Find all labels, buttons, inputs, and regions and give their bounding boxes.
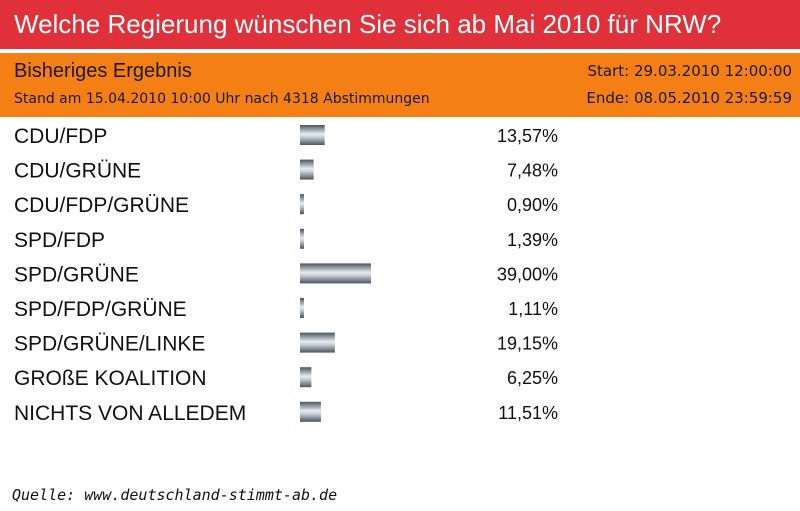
category-label: CDU/GRÜNE — [14, 160, 141, 183]
category-label: SPD/GRÜNE — [14, 263, 139, 286]
result-bar — [300, 401, 321, 422]
category-label: NICHTS VON ALLEDEM — [14, 402, 246, 425]
page-title: Welche Regierung wünschen Sie sich ab Ma… — [0, 0, 800, 49]
results-heading: Bisheriges Ergebnis — [14, 60, 192, 82]
results-header: Bisheriges Ergebnis Stand am 15.04.2010 … — [0, 53, 800, 117]
value-label: 39,00% — [497, 264, 558, 284]
result-bar — [300, 159, 314, 180]
value-label: 7,48% — [507, 161, 558, 181]
poll-start-date: Start: 29.03.2010 12:00:00 — [587, 62, 793, 80]
category-label: CDU/FDP/GRÜNE — [14, 194, 189, 217]
value-label: 19,15% — [497, 334, 558, 354]
result-bar — [300, 367, 312, 388]
value-label: 0,90% — [507, 195, 558, 215]
value-label: 11,51% — [498, 403, 558, 423]
value-label: 13,57% — [497, 126, 558, 146]
results-status: Stand am 15.04.2010 10:00 Uhr nach 4318 … — [14, 91, 430, 107]
results-bar-chart: CDU/FDP 13,57% CDU/GRÜNE 7,48% CDU/FDP/GRÜNE… — [14, 125, 558, 425]
value-label: 6,25% — [507, 368, 558, 388]
category-label: SPD/GRÜNE/LINKE — [14, 333, 205, 356]
value-label: 1,39% — [507, 230, 558, 250]
category-label: CDU/FDP — [14, 125, 107, 148]
result-bar — [300, 194, 304, 215]
category-label: SPD/FDP/GRÜNE — [14, 298, 187, 321]
value-label: 1,11% — [508, 299, 558, 319]
category-label: SPD/FDP — [14, 229, 105, 252]
result-bar — [300, 332, 335, 353]
result-bar — [300, 298, 304, 318]
result-bar — [300, 263, 371, 284]
result-bar — [300, 125, 325, 145]
category-label: GROßE KOALITION — [14, 367, 207, 390]
source-note: Quelle: www.deutschland-stimmt-ab.de — [12, 486, 338, 504]
result-bar — [300, 228, 304, 249]
poll-end-date: Ende: 08.05.2010 23:59:59 — [586, 89, 792, 107]
